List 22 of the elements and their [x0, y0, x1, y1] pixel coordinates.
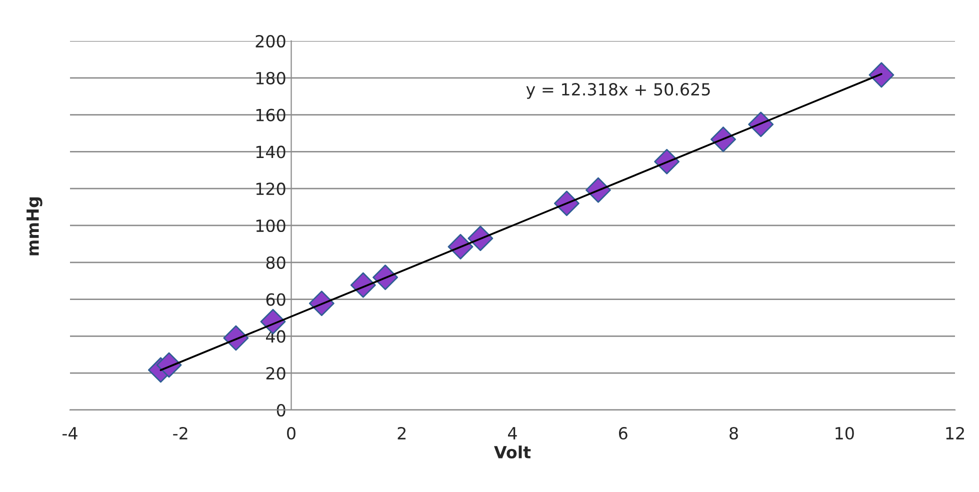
- y-tick-label: 180: [256, 72, 286, 84]
- x-tick-label: -4: [62, 427, 78, 440]
- y-tick-label: 80: [266, 256, 286, 269]
- x-tick-label: 8: [730, 426, 738, 440]
- y-tick-label: 200: [256, 34, 286, 48]
- point: [868, 62, 894, 88]
- x-axis-title: Volt: [494, 446, 531, 458]
- x-tick-label: 0: [287, 426, 296, 440]
- x-tick-label: 10: [836, 426, 854, 440]
- annotation: y = 12.318x + 50.625: [526, 83, 710, 99]
- x-tick-label: 2: [398, 426, 406, 440]
- y-tick-label: 120: [256, 182, 286, 196]
- x-tick-label: 4: [508, 427, 517, 440]
- x-tick-label: -2: [173, 426, 188, 440]
- y-tick-label: 20: [266, 367, 286, 380]
- y-tick-label: 160: [256, 108, 286, 122]
- x-tick-label: 6: [618, 426, 628, 440]
- y-tick-label: 100: [256, 219, 286, 232]
- y-tick-label: 60: [266, 293, 286, 306]
- x-tick-label: 12: [946, 426, 964, 440]
- y-axis-title: mmHg: [26, 197, 42, 256]
- y-tick-label: 140: [256, 146, 286, 158]
